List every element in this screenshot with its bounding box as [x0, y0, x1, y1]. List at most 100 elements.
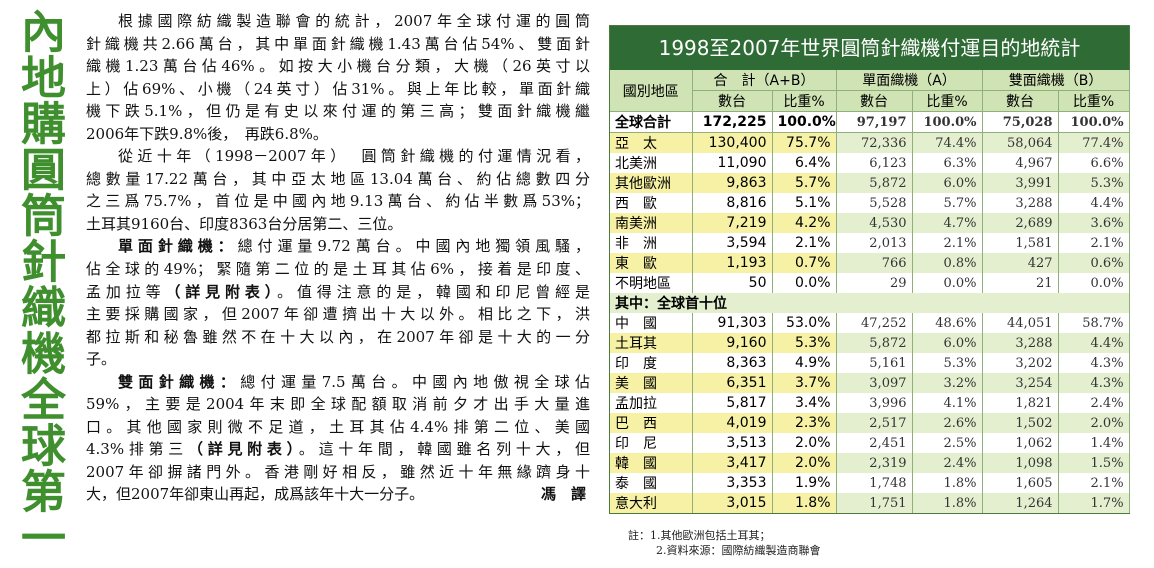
- table-cell: 50: [692, 273, 773, 293]
- text-line: 2006年下跌9.8%後， 再跌6.8%。: [86, 124, 328, 143]
- table-row: 全球合計 172,225 100.0% 97,197 100.0% 75,028 100.0…: [610, 111, 1130, 133]
- table-cell: 2,517: [836, 413, 913, 433]
- table-cell: 西 歐: [610, 193, 693, 213]
- table-cell: 1,751: [836, 493, 913, 513]
- text-line: 孟加拉等（詳見附表）。值得注意的是，韓國和印尼曾經是: [86, 281, 590, 304]
- table-cell: 2.5%: [912, 433, 983, 453]
- table-cell: 3,015: [692, 493, 773, 513]
- table-cell: 4.4%: [1058, 193, 1130, 213]
- table-cell: 2.4%: [1058, 393, 1130, 413]
- table-cell: 5.1%: [772, 193, 837, 213]
- table-cell: 75.7%: [772, 132, 837, 153]
- table-cell: 0.0%: [912, 273, 983, 293]
- table-cell: 3,594: [692, 233, 773, 253]
- table-row: 意大利 3,015 1.8% 1,751 1.8% 1,264 1.7%: [610, 493, 1130, 513]
- table-cell: 7,219: [692, 213, 773, 233]
- table-cell: 3,288: [982, 193, 1059, 213]
- text-line: 織機1.23萬台佔46%。如按大小機台分類，大機（26英寸以: [86, 57, 590, 76]
- table-cell: 3.6%: [1058, 213, 1130, 233]
- table-cell: 5.3%: [912, 353, 983, 373]
- table-cell: 5.7%: [912, 193, 983, 213]
- table-cell: 2.1%: [1058, 233, 1130, 253]
- text-line: 單面針織機：總付運量9.72萬台。中國內地獨領風騷，: [86, 235, 590, 258]
- text-line: 上）佔69%、小機（24英寸）佔31%。與上年比較，單面針織: [86, 79, 590, 98]
- table-cell: 南美洲: [610, 213, 693, 233]
- table-cell: 53.0%: [772, 313, 837, 333]
- table-cell: 0.0%: [1058, 273, 1130, 293]
- table-cell: 9,160: [692, 333, 773, 353]
- table-cell: 4.3%: [1058, 353, 1130, 373]
- header-cell: 數台: [692, 90, 773, 112]
- table-cell: 4.2%: [772, 213, 837, 233]
- table-cell: 2.1%: [772, 233, 837, 253]
- table-cell: 11,090: [692, 153, 773, 173]
- table-cell: 58.7%: [1058, 313, 1130, 333]
- table-cell: 1,821: [982, 393, 1059, 413]
- table-row: 孟加拉 5,817 3.4% 3,996 4.1% 1,821 2.4%: [610, 393, 1130, 413]
- table-cell: 97,197: [836, 111, 913, 133]
- byline: 馮 譯: [540, 485, 586, 504]
- table-cell: 1,098: [982, 453, 1059, 473]
- table-cell: 44,051: [982, 313, 1059, 333]
- table-cell: 6,123: [836, 153, 913, 173]
- table-row: 巴 西 4,019 2.3% 2,517 2.6% 1,502 2.0%: [610, 413, 1130, 433]
- table-cell: 巴 西: [610, 413, 693, 433]
- table-cell: 91,303: [692, 313, 773, 333]
- table-cell: 75,028: [982, 111, 1059, 133]
- text-line: 口。其他國家則微不足道，土耳其佔4.4%排第二位、美國: [86, 417, 590, 436]
- table-cell: 2.0%: [772, 433, 837, 453]
- table-row: 其他歐洲 9,863 5.7% 5,872 6.0% 3,991 5.3%: [610, 173, 1130, 193]
- table-cell: 其他歐洲: [610, 173, 693, 193]
- table-cell: 5,528: [836, 193, 913, 213]
- header-row: 國別地區合 計（A+B） 單面織機（A） 雙面織機（B）: [610, 70, 1130, 112]
- table-cell: 1.8%: [912, 473, 983, 493]
- table-row: 不明地區 50 0.0% 29 0.0% 21 0.0%: [610, 273, 1130, 293]
- text-run: 。值得注意的是，韓國和印尼曾經是: [277, 282, 590, 301]
- table-cell: 48.6%: [912, 313, 983, 333]
- table-cell: 中 國: [610, 313, 693, 333]
- table-cell: 1.8%: [912, 493, 983, 513]
- text-line: 都拉斯和秘魯雖然不在十大以內，在2007年卻是十大的一分: [86, 327, 590, 346]
- headline: 內地購圓筒針織機全球第一: [13, 8, 66, 560]
- table-cell: 74.4%: [912, 132, 983, 153]
- table-cell: 意大利: [610, 493, 693, 513]
- table-cell: 5.3%: [772, 333, 837, 353]
- table-title: 1998至2007年世界圓筒針織機付運目的地統計: [610, 26, 1129, 70]
- table-cell: 4.1%: [912, 393, 983, 413]
- text-line: 4.3%排第三（詳見附表）。這十年間，韓國雖名列十大，但: [86, 438, 590, 461]
- table-cell: 孟加拉: [610, 393, 693, 413]
- table-row: 南美洲 7,219 4.2% 4,530 4.7% 2,689 3.6%: [610, 213, 1130, 233]
- table-cell: 3.2%: [912, 373, 983, 393]
- header-cell: 數台: [836, 90, 913, 112]
- text-line: 根據國際紡織製造聯會的統計，2007年全球付運的圓筒: [118, 12, 590, 30]
- table-box: 1998至2007年世界圓筒針織機付運目的地統計 國別地區合 計（A+B） 單面織…: [609, 25, 1130, 514]
- table-cell: 6,351: [692, 373, 773, 393]
- header-cell: 雙面織機（B）: [982, 70, 1130, 91]
- table-cell: 21: [982, 273, 1059, 293]
- table-cell: 1,264: [982, 493, 1059, 513]
- header-cell: 比重%: [912, 90, 983, 112]
- header-row: 數台 比重% 數台 比重% 數台 比重%: [610, 90, 1130, 112]
- table-cell: 5,872: [836, 173, 913, 193]
- header-cell: 數台: [982, 90, 1059, 112]
- table-cell: 1,748: [836, 473, 913, 493]
- table-cell: 1.7%: [1058, 493, 1130, 513]
- table-cell: 3,417: [692, 453, 773, 473]
- table-cell: 2.3%: [772, 413, 837, 433]
- table-cell: 2,013: [836, 233, 913, 253]
- table: 國別地區合 計（A+B） 單面織機（A） 雙面織機（B） 數台 比重% 數台 比重% 數台 比重…: [610, 70, 1130, 513]
- text-line: 土耳其9160台、印度8363台分居第二、三位。: [86, 214, 403, 233]
- table-cell: 4.3%: [1058, 373, 1130, 393]
- table-cell: 77.4%: [1058, 132, 1130, 153]
- table-cell: 亞 太: [610, 132, 693, 153]
- table-cell: 2,319: [836, 453, 913, 473]
- text-line: 主要採購國家，但2007年卻遭擠出十大以外。相比之下，洪: [86, 305, 590, 324]
- table-row: 泰 國 3,353 1.9% 1,748 1.8% 1,605 2.1%: [610, 473, 1130, 493]
- table-cell: 1,062: [982, 433, 1059, 453]
- table-cell: 766: [836, 253, 913, 273]
- table-cell: 3,513: [692, 433, 773, 453]
- table-cell: 47,252: [836, 313, 913, 333]
- note: 2.資料來源：國際紡織製造商聯會: [656, 544, 821, 557]
- header-cell: 單面織機（A）: [836, 70, 983, 91]
